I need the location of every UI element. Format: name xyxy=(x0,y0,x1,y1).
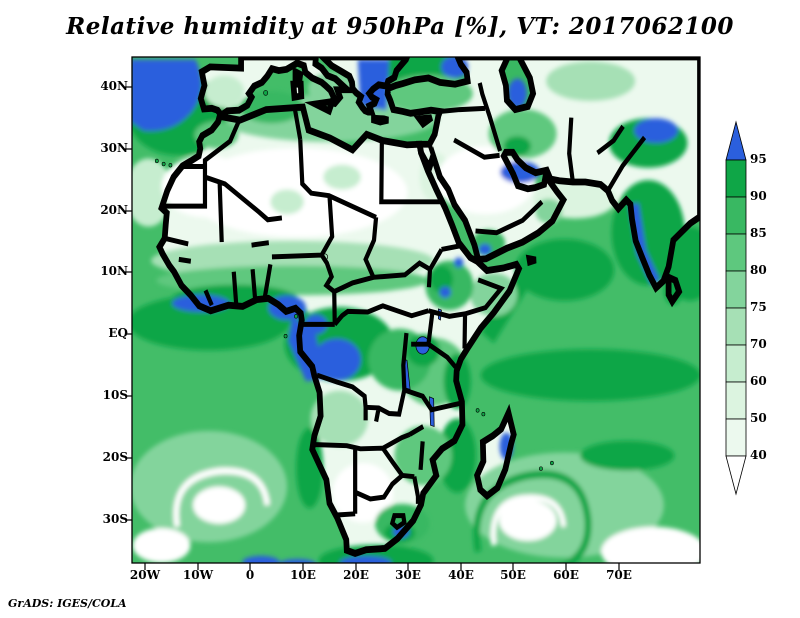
map-area xyxy=(132,57,700,563)
lat-tick-label: 40N xyxy=(100,79,128,93)
lon-tick-label: 50E xyxy=(500,568,526,582)
lon-tick-label: 30E xyxy=(395,568,421,582)
colorbar-arrow-top xyxy=(725,120,747,161)
figure-title: Relative humidity at 950hPa [%], VT: 201… xyxy=(66,13,734,40)
colorbar xyxy=(725,120,747,496)
lon-tick-label: 60E xyxy=(553,568,579,582)
colorbar-tick-label: 90 xyxy=(750,189,767,203)
colorbar-segment-40-50 xyxy=(725,418,747,457)
colorbar-tick-label: 40 xyxy=(750,448,767,462)
lon-tick-label: 10E xyxy=(290,568,316,582)
colorbar-segment-85-90 xyxy=(725,196,747,235)
lat-tick-label: 10S xyxy=(102,388,128,402)
colorbar-tick-label: 80 xyxy=(750,263,767,277)
islands xyxy=(155,90,553,470)
colorbar-segment-90-95 xyxy=(725,159,747,198)
colorbar-segment-70-75 xyxy=(725,307,747,346)
colorbar-tick-label: 70 xyxy=(750,337,767,351)
lat-tick-label: EQ xyxy=(108,326,128,340)
humidity-field xyxy=(132,57,700,563)
grads-attribution: GrADS: IGES/COLA xyxy=(8,597,127,610)
map-frame xyxy=(131,56,701,564)
colorbar-tick-label: 85 xyxy=(750,226,767,240)
colorbar-arrow-bottom xyxy=(725,455,747,496)
colorbar-segment-75-80 xyxy=(725,270,747,309)
colorbar-tick-label: 95 xyxy=(750,152,767,166)
lon-tick-label: 20E xyxy=(343,568,369,582)
lon-tick-label: 70E xyxy=(606,568,632,582)
axis-ticks xyxy=(125,86,620,570)
lat-tick-label: 10N xyxy=(100,264,128,278)
colorbar-segment-50-60 xyxy=(725,381,747,420)
colorbar-tick-label: 60 xyxy=(750,374,767,388)
lat-tick-label: 20N xyxy=(100,203,128,217)
lat-tick-label: 30S xyxy=(102,512,128,526)
colorbar-tick-label: 50 xyxy=(750,411,767,425)
lon-tick-label: 0 xyxy=(245,568,255,582)
lon-tick-label: 40E xyxy=(448,568,474,582)
colorbar-segment-60-70 xyxy=(725,344,747,383)
colorbar-tick-label: 75 xyxy=(750,300,767,314)
lon-tick-label: 10W xyxy=(182,568,214,582)
colorbar-segment-80-85 xyxy=(725,233,747,272)
lat-tick-label: 20S xyxy=(102,450,128,464)
lat-tick-label: 30N xyxy=(100,141,128,155)
lon-tick-label: 20W xyxy=(129,568,161,582)
